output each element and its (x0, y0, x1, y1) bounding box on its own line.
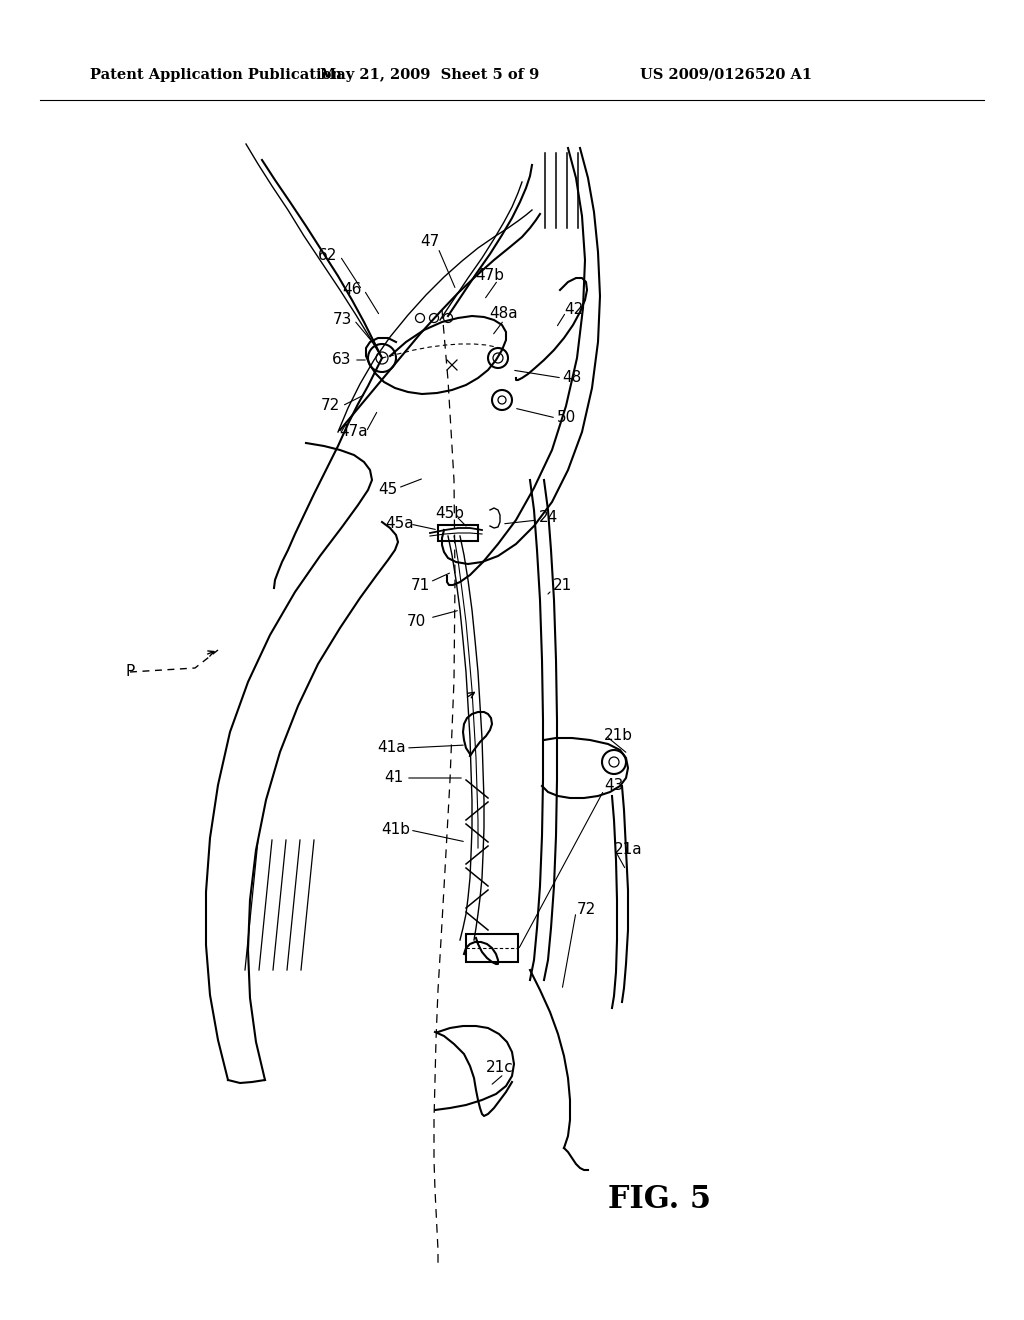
Text: P: P (125, 664, 134, 680)
Text: 70: 70 (407, 615, 426, 630)
Text: 21: 21 (552, 578, 571, 594)
Text: 21a: 21a (613, 842, 642, 858)
Text: US 2009/0126520 A1: US 2009/0126520 A1 (640, 69, 812, 82)
Text: 21b: 21b (603, 729, 633, 743)
Text: 63: 63 (332, 352, 352, 367)
Text: 71: 71 (411, 578, 430, 594)
Text: 48: 48 (562, 371, 582, 385)
Text: FIG. 5: FIG. 5 (608, 1184, 712, 1216)
Text: 21c: 21c (486, 1060, 514, 1076)
Text: 47: 47 (421, 235, 439, 249)
Text: 24: 24 (539, 511, 558, 525)
Text: 42: 42 (564, 302, 584, 318)
Text: 41: 41 (384, 771, 403, 785)
Bar (438, 525, 478, 541)
Text: 43: 43 (604, 779, 624, 793)
Text: Patent Application Publication: Patent Application Publication (90, 69, 342, 82)
Text: 45a: 45a (386, 516, 415, 532)
Text: 41b: 41b (382, 822, 411, 837)
Text: 41a: 41a (378, 741, 407, 755)
Text: May 21, 2009  Sheet 5 of 9: May 21, 2009 Sheet 5 of 9 (321, 69, 540, 82)
Text: 46: 46 (342, 282, 361, 297)
Text: 45b: 45b (435, 507, 465, 521)
Text: 50: 50 (556, 411, 575, 425)
Text: 62: 62 (318, 248, 338, 264)
Text: 73: 73 (333, 313, 351, 327)
Text: 47b: 47b (475, 268, 505, 284)
Bar (466, 935, 518, 962)
Text: 72: 72 (321, 399, 340, 413)
Text: 47a: 47a (340, 425, 369, 440)
Text: 45: 45 (379, 483, 397, 498)
Text: 48a: 48a (489, 306, 518, 322)
Text: 72: 72 (577, 903, 596, 917)
